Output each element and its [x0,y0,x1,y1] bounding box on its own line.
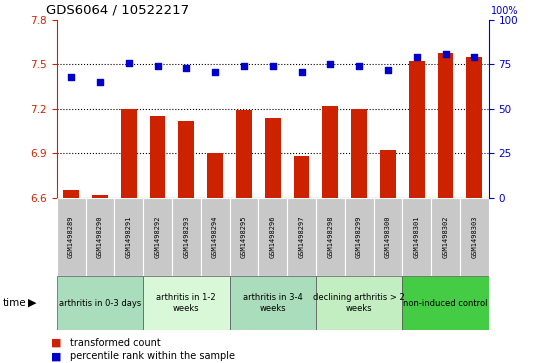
Text: ■: ■ [51,338,62,348]
Bar [316,276,402,330]
Bar [437,53,454,198]
Text: percentile rank within the sample: percentile rank within the sample [70,351,235,362]
Text: GSM1498289: GSM1498289 [68,216,74,258]
Text: 100%: 100% [491,6,519,16]
Point [67,74,76,80]
Bar [57,198,85,276]
Bar [63,191,79,198]
Text: declining arthritis > 2
weeks: declining arthritis > 2 weeks [313,293,405,313]
Text: time: time [3,298,26,308]
Point [153,63,162,69]
Text: transformed count: transformed count [70,338,161,348]
Text: non-induced control: non-induced control [403,299,488,307]
Point [240,63,248,69]
Bar [85,198,114,276]
Point [383,67,392,73]
Text: GSM1498296: GSM1498296 [269,216,276,258]
Text: GSM1498291: GSM1498291 [126,216,132,258]
Bar [57,276,143,330]
Text: GSM1498290: GSM1498290 [97,216,103,258]
Text: GSM1498299: GSM1498299 [356,216,362,258]
Bar [345,198,374,276]
Bar [121,109,137,198]
Text: GSM1498303: GSM1498303 [471,216,477,258]
Point [182,65,191,71]
Bar [207,153,223,198]
Bar [92,195,108,198]
Point [326,61,335,68]
Bar [258,198,287,276]
Bar [143,198,172,276]
Text: ■: ■ [51,351,62,362]
Text: ▶: ▶ [28,298,37,308]
Bar [172,198,201,276]
Text: arthritis in 3-4
weeks: arthritis in 3-4 weeks [243,293,302,313]
Text: GSM1498302: GSM1498302 [442,216,449,258]
Text: GSM1498293: GSM1498293 [183,216,190,258]
Text: GSM1498295: GSM1498295 [241,216,247,258]
Bar [201,198,230,276]
Point [96,79,104,85]
Point [211,69,219,74]
Bar [467,57,482,198]
Point [355,63,363,69]
Point [441,51,450,57]
Bar [143,276,230,330]
Bar [374,198,402,276]
Text: GSM1498301: GSM1498301 [414,216,420,258]
Text: GSM1498297: GSM1498297 [299,216,305,258]
Point [297,69,306,74]
Bar [230,276,316,330]
Bar [316,198,345,276]
Bar [402,198,431,276]
Bar [294,156,309,198]
Bar [351,109,367,198]
Bar [114,198,143,276]
Bar [178,121,194,198]
Text: arthritis in 0-3 days: arthritis in 0-3 days [59,299,141,307]
Text: arthritis in 1-2
weeks: arthritis in 1-2 weeks [157,293,216,313]
Text: GDS6064 / 10522217: GDS6064 / 10522217 [46,3,189,16]
Bar [322,106,338,198]
Bar [402,276,489,330]
Bar [236,110,252,198]
Bar [287,198,316,276]
Text: GSM1498300: GSM1498300 [385,216,391,258]
Bar [380,150,396,198]
Point [413,54,421,60]
Bar [431,198,460,276]
Point [470,54,478,60]
Bar [265,118,281,198]
Text: GSM1498294: GSM1498294 [212,216,218,258]
Bar [409,61,424,198]
Bar [460,198,489,276]
Point [268,63,277,69]
Bar [230,198,258,276]
Bar [150,116,165,198]
Text: GSM1498298: GSM1498298 [327,216,333,258]
Text: GSM1498292: GSM1498292 [154,216,160,258]
Point [124,60,133,66]
